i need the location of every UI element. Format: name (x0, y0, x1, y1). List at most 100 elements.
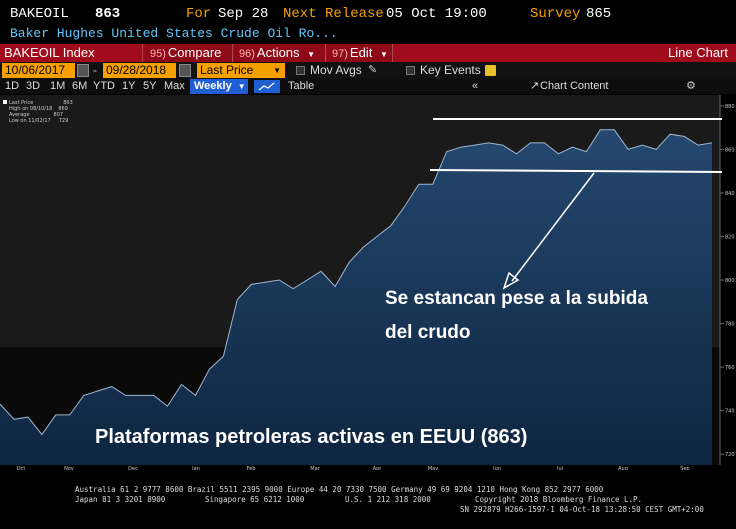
actions-label: Actions (256, 45, 300, 60)
frequency-select[interactable]: Weekly ▼ (190, 79, 248, 94)
chart-legend: Last Price 863 High on 08/10/18 869 Averag… (3, 100, 73, 124)
last-value: 863 (95, 6, 121, 22)
key-events-checkbox[interactable] (406, 66, 415, 75)
field-select-label: Last Price (200, 63, 254, 77)
period-3d[interactable]: 3D (26, 80, 41, 92)
footer-contact-japan: Japan 81 3 3201 8900 (75, 495, 166, 504)
x-tick-label: Jun (492, 466, 501, 470)
x-tick-label: Feb (247, 466, 256, 470)
x-tick-label: Apr (373, 466, 383, 470)
edit-num: 97) (332, 48, 348, 60)
date-separator: - (93, 63, 97, 77)
legend-value: 807 (53, 112, 64, 118)
arrow-head (502, 271, 520, 290)
stall-annotation-line2: del crudo (385, 322, 471, 343)
chart-content-icon: ↗ (530, 80, 540, 92)
edit-label: Edit (349, 45, 373, 60)
calendar-icon[interactable] (77, 64, 89, 77)
period-1y[interactable]: 1Y (122, 80, 136, 92)
period-row: 1D 3D 1M 6M YTD 1Y 5Y Max Weekly ▼ Table… (0, 79, 736, 94)
chevron-down-icon: ▼ (379, 50, 388, 59)
period-6m[interactable]: 6M (72, 80, 88, 92)
period-ytd[interactable]: YTD (93, 80, 115, 92)
footer-copyright: Copyright 2018 Bloomberg Finance L.P. (475, 495, 643, 504)
footer-serial: SN 292879 H266-1597-1 04-Oct-18 13:28:50… (460, 505, 704, 514)
key-events-icon[interactable] (485, 65, 496, 76)
view-type-label[interactable]: Line Chart (668, 45, 728, 60)
mov-avgs-checkbox[interactable] (296, 66, 305, 75)
actions-num: 96) (239, 48, 255, 60)
period-5y[interactable]: 5Y (143, 80, 157, 92)
next-release-label: Next Release (283, 6, 384, 22)
date-range-row: 10/06/2017 - 09/28/2018 Last Price ▼ Mov… (0, 62, 736, 79)
compare-num: 95) (150, 48, 166, 60)
end-date-input[interactable]: 09/28/2018 (103, 63, 176, 78)
footer-contact-us: U.S. 1 212 318 2000 (345, 495, 431, 504)
frequency-label: Weekly (194, 80, 232, 92)
pencil-icon[interactable]: ✎ (368, 64, 378, 76)
y-tick-label: 720 (725, 452, 735, 458)
legend-label: Low on 11/02/17 (9, 118, 51, 124)
ticker-symbol: BAKEOIL (10, 6, 69, 22)
y-tick-label: 860 (725, 147, 735, 153)
y-tick-label: 760 (725, 365, 735, 371)
for-value: Sep 28 (218, 6, 269, 22)
legend-value: 863 (63, 100, 73, 106)
field-select[interactable]: Last Price ▼ (197, 63, 285, 78)
y-tick-label: 800 (725, 278, 735, 284)
ticker-description: Baker Hughes United States Crude Oil Ro.… (10, 26, 338, 41)
legend-value: 869 (58, 106, 68, 112)
mov-avgs-label: Mov Avgs (310, 63, 362, 77)
next-release-value: 05 Oct 19:00 (386, 6, 487, 22)
header-row: BAKEOIL 863 For Sep 28 Next Release 05 O… (0, 6, 736, 26)
x-tick-label: Nov (64, 466, 74, 470)
legend-row: Last Price 863 (3, 100, 73, 106)
legend-label: High on 08/10/18 (9, 106, 53, 112)
index-label[interactable]: BAKEOIL Index (0, 44, 143, 62)
chart-content-label: Chart Content (540, 80, 609, 92)
x-tick-label: Jul (556, 466, 563, 470)
x-tick-label: Sep (680, 466, 689, 470)
x-tick-label: Dec (128, 466, 138, 470)
footer-contact-singapore: Singapore 65 6212 1000 (205, 495, 305, 504)
collapse-icon[interactable]: « (472, 80, 479, 92)
chart-main-annotation: Plataformas petroleras activas en EEUU (… (95, 426, 528, 448)
x-tick-label: May (428, 466, 438, 470)
x-tick-label: Oct (17, 466, 26, 470)
stall-annotation-line1: Se estancan pese a la subida (385, 288, 648, 309)
chevron-down-icon: ▼ (237, 82, 246, 91)
survey-label: Survey (530, 6, 581, 22)
for-label: For (186, 6, 212, 22)
table-button[interactable]: Table (288, 80, 315, 92)
legend-row: Low on 11/02/17 729 (3, 118, 73, 124)
x-tick-label: Jan (191, 466, 200, 470)
footer-contacts-line1: Australia 61 2 9777 8600 Brazil 5511 239… (75, 485, 604, 494)
command-toolbar: BAKEOIL Index 95) Compare 96) Actions ▼ 97… (0, 44, 736, 62)
period-1d[interactable]: 1D (5, 80, 20, 92)
calendar-icon[interactable] (179, 64, 191, 77)
y-tick-label: 740 (725, 409, 735, 415)
legend-label: Average (9, 112, 30, 118)
legend-row: Average 807 (3, 112, 73, 118)
legend-value: 729 (58, 118, 69, 124)
period-max[interactable]: Max (164, 80, 185, 92)
x-tick-label: Aug (618, 466, 628, 470)
chart-area: 720 740 760 780 800 820 840 860 880 Oct Nov Dec Jan… (0, 95, 735, 470)
y-tick-label: 780 (725, 322, 735, 328)
series-line (0, 129, 713, 436)
legend-label: Last Price (9, 100, 34, 106)
gear-icon[interactable]: ⚙ (686, 80, 696, 92)
survey-value: 865 (586, 6, 612, 22)
line-chart-icon[interactable] (254, 80, 280, 93)
period-1m[interactable]: 1M (50, 80, 66, 92)
y-tick-label: 880 (725, 104, 735, 110)
y-tick-label: 840 (725, 191, 735, 197)
edit-button[interactable]: 97) Edit ▼ (327, 44, 393, 62)
start-date-input[interactable]: 10/06/2017 (2, 63, 75, 78)
chevron-down-icon: ▼ (273, 66, 281, 75)
chevron-down-icon: ▼ (307, 50, 316, 59)
key-events-label: Key Events (420, 63, 481, 77)
y-tick-label: 820 (725, 234, 735, 240)
compare-button[interactable]: 95) Compare (145, 44, 233, 62)
actions-button[interactable]: 96) Actions ▼ (234, 44, 326, 62)
